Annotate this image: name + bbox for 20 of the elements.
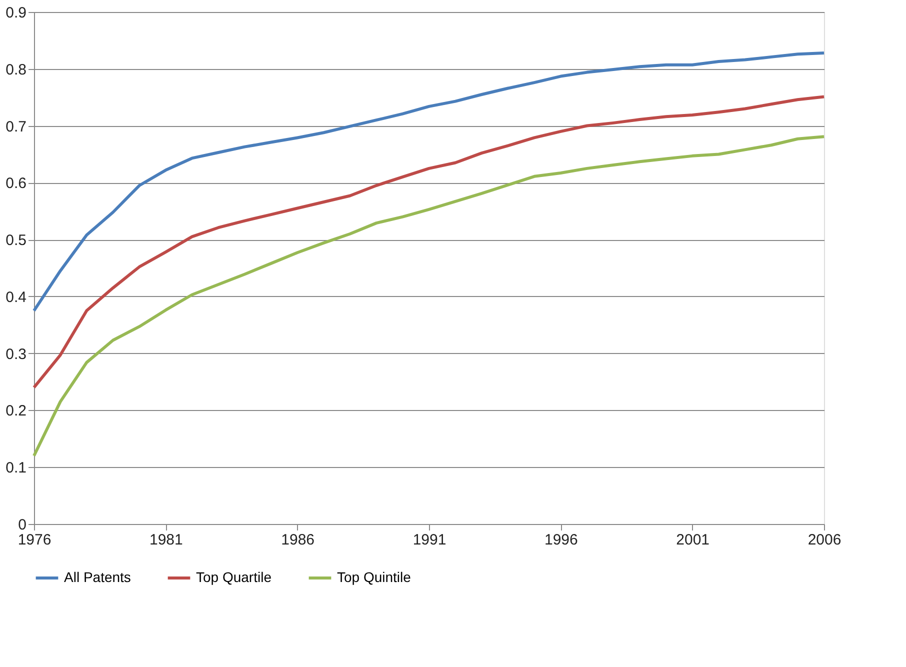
y-tick-label: 0.2	[6, 402, 26, 420]
legend-label: Top Quintile	[337, 569, 412, 585]
x-tick-label: 2006	[808, 532, 842, 548]
y-tick-label: 0.8	[6, 61, 26, 78]
legend-label: All Patents	[64, 569, 131, 585]
y-tick-label: 0	[18, 516, 26, 534]
y-tick-label: 0.9	[6, 4, 26, 22]
y-tick-label: 0.7	[6, 118, 26, 136]
y-tick-label: 0.5	[6, 232, 26, 250]
legend-label: Top Quartile	[196, 569, 272, 585]
y-tick-label: 0.6	[6, 175, 26, 192]
x-tick-label: 1996	[544, 532, 578, 548]
x-tick-label: 1986	[281, 532, 315, 548]
y-tick-label: 0.1	[6, 460, 26, 477]
x-tick-label: 1981	[149, 532, 183, 548]
x-tick-label: 1976	[18, 532, 52, 548]
x-tick-label: 1991	[412, 532, 446, 548]
y-tick-label: 0.3	[6, 346, 26, 363]
y-tick-label: 0.4	[6, 288, 26, 306]
x-tick-label: 2001	[676, 532, 710, 548]
